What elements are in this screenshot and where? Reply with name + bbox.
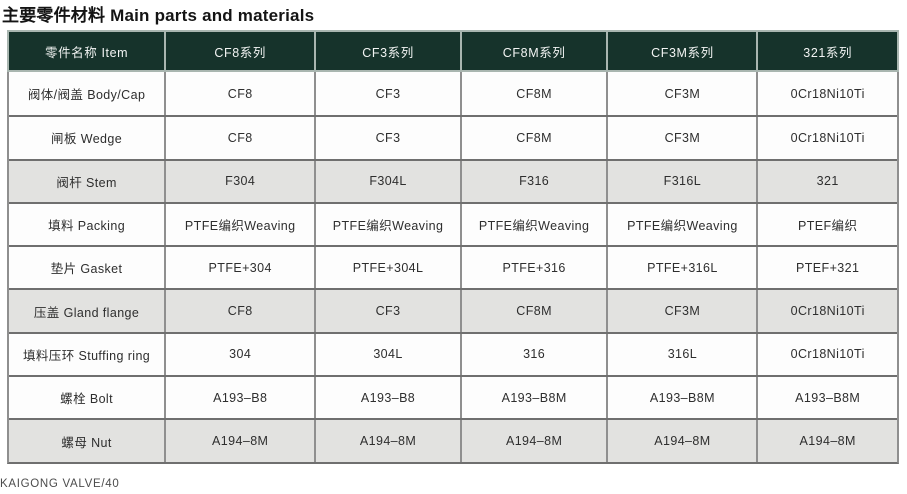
page-footer: KAIGONG VALVE/40 bbox=[0, 478, 120, 490]
material-cell: CF8 bbox=[166, 117, 317, 159]
material-cell: A193–B8M bbox=[608, 377, 759, 419]
table-row: 填料 Packing PTFE编织Weaving PTFE编织Weaving PTFE… bbox=[9, 201, 897, 246]
item-name-cell: 螺栓 Bolt bbox=[9, 377, 167, 419]
material-cell: PTFE编织Weaving bbox=[316, 203, 462, 246]
material-cell: A194–8M bbox=[316, 420, 462, 462]
table-row: 阀杆 Stem F304 F304L F316 F316L 321 bbox=[9, 158, 897, 202]
material-cell: CF3M bbox=[608, 290, 759, 332]
table-row: 闸板 Wedge CF8 CF3 CF8M CF3M 0Cr18Ni10Ti bbox=[9, 115, 897, 159]
material-cell: A194–8M bbox=[462, 420, 609, 462]
material-cell: PTFE编织Weaving bbox=[462, 203, 609, 246]
material-cell: 0Cr18Ni10Ti bbox=[790, 304, 865, 319]
page-title: 主要零件材料 Main parts and materials bbox=[2, 6, 315, 25]
material-cell: A193–B8M bbox=[795, 390, 861, 405]
material-cell: A194–8M bbox=[608, 420, 759, 462]
header-cell: CF8系列 bbox=[166, 32, 317, 70]
table-header-row: 零件名称 Item CF8系列 CF3系列 CF8M系列 CF3M系列 321系列 bbox=[7, 30, 899, 72]
material-cell: CF8 bbox=[166, 72, 317, 116]
item-name-cell: 阀体/阀盖 Body/Cap bbox=[9, 72, 167, 116]
material-cell: A194–8M bbox=[166, 420, 317, 462]
item-name-cell: 填料 Packing bbox=[9, 203, 167, 246]
material-cell: PTFE+304 bbox=[166, 247, 317, 289]
material-cell: A193–B8 bbox=[166, 377, 317, 419]
table-body: 阀体/阀盖 Body/Cap CF8 CF3 CF8M CF3M 0Cr18Ni10Ti 闸… bbox=[7, 72, 899, 464]
material-cell: F316L bbox=[608, 160, 759, 202]
material-cell: 0Cr18Ni10Ti bbox=[790, 347, 865, 362]
material-cell: F304 bbox=[166, 160, 317, 202]
material-cell: PTFE+316L bbox=[608, 247, 759, 289]
header-cell: CF3系列 bbox=[316, 32, 462, 70]
material-cell: 304L bbox=[316, 333, 462, 376]
material-cell: CF8M bbox=[462, 117, 609, 159]
material-cell: A194–8M bbox=[799, 434, 856, 449]
material-cell: 316L bbox=[608, 333, 759, 376]
material-cell: CF3M bbox=[608, 117, 759, 159]
material-cell: PTFE编织Weaving bbox=[608, 203, 759, 246]
table-row: 阀体/阀盖 Body/Cap CF8 CF3 CF8M CF3M 0Cr18Ni10Ti bbox=[9, 72, 897, 116]
item-name-cell: 螺母 Nut bbox=[9, 420, 167, 462]
material-cell: F316 bbox=[462, 160, 609, 202]
item-name-cell: 垫片 Gasket bbox=[9, 247, 167, 289]
item-name-cell: 闸板 Wedge bbox=[9, 117, 167, 159]
material-cell: 316 bbox=[462, 333, 609, 376]
header-cell: 零件名称 Item bbox=[9, 32, 167, 70]
material-cell: F304L bbox=[316, 160, 462, 202]
material-cell: PTFE编织Weaving bbox=[166, 203, 317, 246]
material-cell: CF3M bbox=[608, 72, 759, 116]
material-cell: PTFE+316 bbox=[462, 247, 609, 289]
material-cell: PTEF编织 bbox=[798, 219, 858, 234]
material-cell: CF3 bbox=[316, 72, 462, 116]
material-cell: 0Cr18Ni10Ti bbox=[790, 86, 865, 101]
table-row: 螺母 Nut A194–8M A194–8M A194–8M A194–8M A194–8… bbox=[9, 418, 897, 462]
item-name-cell: 压盖 Gland flange bbox=[9, 290, 167, 332]
material-cell: A193–B8 bbox=[316, 377, 462, 419]
material-cell: PTEF+321 bbox=[796, 260, 860, 275]
item-name-cell: 填料压环 Stuffing ring bbox=[9, 333, 167, 376]
material-cell: 321 bbox=[816, 174, 839, 189]
material-cell: CF3 bbox=[316, 117, 462, 159]
material-cell: 304 bbox=[166, 333, 317, 376]
material-cell: CF8M bbox=[462, 290, 609, 332]
header-cell: CF8M系列 bbox=[462, 32, 609, 70]
table-row: 压盖 Gland flange CF8 CF3 CF8M CF3M 0Cr18Ni10Ti bbox=[9, 288, 897, 332]
material-cell: CF8 bbox=[166, 290, 317, 332]
material-cell: CF8M bbox=[462, 72, 609, 116]
header-cell: 321系列 bbox=[803, 45, 853, 60]
table-row: 填料压环 Stuffing ring 304 304L 316 316L 0Cr18Ni1… bbox=[9, 331, 897, 376]
table-row: 垫片 Gasket PTFE+304 PTFE+304L PTFE+316 PTFE+3… bbox=[9, 245, 897, 289]
material-cell: PTFE+304L bbox=[316, 247, 462, 289]
material-cell: CF3 bbox=[316, 290, 462, 332]
parts-materials-table: 零件名称 Item CF8系列 CF3系列 CF8M系列 CF3M系列 321系列 阀体/… bbox=[7, 30, 899, 464]
header-cell: CF3M系列 bbox=[608, 32, 759, 70]
material-cell: A193–B8M bbox=[462, 377, 609, 419]
table-row: 螺栓 Bolt A193–B8 A193–B8 A193–B8M A193–B8M A19… bbox=[9, 375, 897, 419]
material-cell: 0Cr18Ni10Ti bbox=[790, 130, 865, 145]
item-name-cell: 阀杆 Stem bbox=[9, 160, 167, 202]
